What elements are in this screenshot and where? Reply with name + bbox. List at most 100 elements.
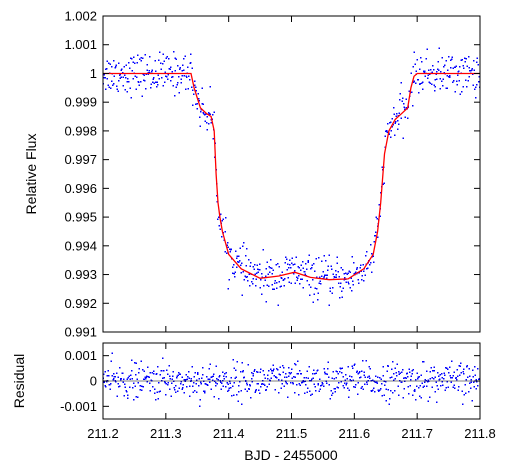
residual-point bbox=[126, 378, 128, 381]
residual-point bbox=[175, 385, 177, 387]
flux-point bbox=[379, 215, 381, 217]
residual-point bbox=[299, 372, 302, 375]
residual-point bbox=[115, 372, 118, 374]
flux-point bbox=[226, 244, 229, 247]
residual-point bbox=[287, 375, 290, 377]
residual-point bbox=[183, 392, 186, 394]
residual-point bbox=[319, 384, 322, 387]
residual-point bbox=[253, 369, 256, 371]
flux-point bbox=[374, 234, 376, 237]
flux-point bbox=[182, 64, 184, 66]
residual-point bbox=[434, 391, 436, 393]
residual-point bbox=[414, 399, 417, 401]
residual-point bbox=[466, 376, 469, 379]
flux-point bbox=[343, 273, 346, 275]
flux-point bbox=[326, 269, 329, 271]
flux-point bbox=[351, 256, 353, 258]
residual-point bbox=[108, 384, 110, 386]
residual-point bbox=[299, 384, 301, 387]
flux-point bbox=[221, 220, 224, 222]
flux-point bbox=[270, 267, 273, 269]
residual-point bbox=[363, 374, 365, 377]
flux-point bbox=[205, 122, 208, 124]
residual-point bbox=[384, 384, 386, 386]
residual-point bbox=[112, 378, 114, 381]
flux-y-tick-label: 0.999 bbox=[64, 95, 97, 110]
flux-point bbox=[204, 120, 206, 122]
residual-point bbox=[153, 373, 155, 375]
residual-x-tick-label: 211.2 bbox=[87, 426, 119, 441]
residual-point bbox=[423, 385, 425, 388]
residual-point bbox=[401, 371, 403, 373]
residual-point bbox=[369, 368, 371, 370]
residual-point bbox=[308, 366, 310, 368]
flux-point bbox=[458, 79, 460, 82]
residual-point bbox=[144, 377, 147, 380]
residual-point bbox=[408, 368, 410, 371]
residual-point bbox=[194, 371, 196, 374]
flux-point bbox=[241, 245, 244, 247]
residual-point bbox=[406, 376, 409, 378]
residual-point bbox=[168, 375, 171, 377]
flux-point bbox=[227, 241, 229, 244]
flux-point bbox=[468, 76, 470, 78]
flux-point bbox=[459, 93, 462, 95]
flux-point bbox=[242, 241, 245, 244]
residual-point bbox=[412, 369, 414, 371]
residual-point bbox=[347, 365, 349, 368]
flux-point bbox=[446, 87, 448, 90]
residual-point bbox=[448, 371, 450, 374]
residual-point bbox=[212, 373, 215, 376]
flux-point bbox=[141, 95, 144, 97]
flux-point bbox=[144, 53, 147, 56]
residual-point bbox=[321, 381, 323, 384]
flux-point bbox=[189, 62, 191, 65]
residual-point bbox=[227, 383, 229, 385]
flux-point bbox=[252, 278, 254, 280]
residual-point bbox=[414, 389, 416, 391]
flux-point bbox=[420, 82, 423, 85]
flux-point bbox=[461, 58, 464, 61]
residual-point bbox=[154, 392, 156, 395]
residual-point bbox=[414, 390, 416, 392]
residual-point bbox=[206, 384, 209, 386]
residual-point bbox=[158, 382, 160, 384]
flux-point bbox=[284, 277, 286, 280]
flux-point bbox=[328, 254, 331, 257]
residual-point bbox=[294, 392, 296, 394]
flux-point bbox=[441, 84, 444, 87]
residual-point bbox=[183, 378, 185, 381]
residual-point bbox=[106, 375, 109, 377]
residual-point bbox=[227, 390, 229, 393]
residual-point bbox=[290, 371, 293, 374]
flux-point bbox=[289, 264, 291, 266]
residual-point bbox=[248, 388, 251, 391]
flux-point bbox=[281, 271, 284, 273]
flux-point bbox=[200, 111, 202, 113]
flux-point bbox=[474, 97, 477, 99]
flux-point bbox=[451, 56, 453, 58]
flux-point bbox=[134, 62, 136, 64]
residual-point bbox=[213, 396, 216, 398]
flux-point bbox=[317, 292, 320, 294]
residual-point bbox=[294, 376, 297, 378]
flux-point bbox=[459, 65, 461, 68]
flux-point bbox=[326, 274, 328, 276]
flux-point bbox=[269, 267, 271, 269]
residual-point bbox=[359, 377, 361, 379]
residual-point bbox=[163, 377, 165, 379]
residual-y-tick-label: 0 bbox=[90, 374, 97, 389]
residual-data-points bbox=[102, 352, 481, 407]
residual-point bbox=[161, 357, 164, 360]
flux-y-tick-label: 0.998 bbox=[64, 123, 97, 138]
flux-point bbox=[260, 278, 262, 281]
flux-point bbox=[126, 81, 129, 83]
flux-point bbox=[105, 68, 107, 70]
residual-point bbox=[309, 390, 311, 392]
residual-point bbox=[228, 387, 231, 389]
residual-point bbox=[386, 370, 388, 373]
flux-point bbox=[174, 57, 176, 59]
flux-point bbox=[255, 272, 258, 274]
flux-point bbox=[312, 301, 314, 303]
